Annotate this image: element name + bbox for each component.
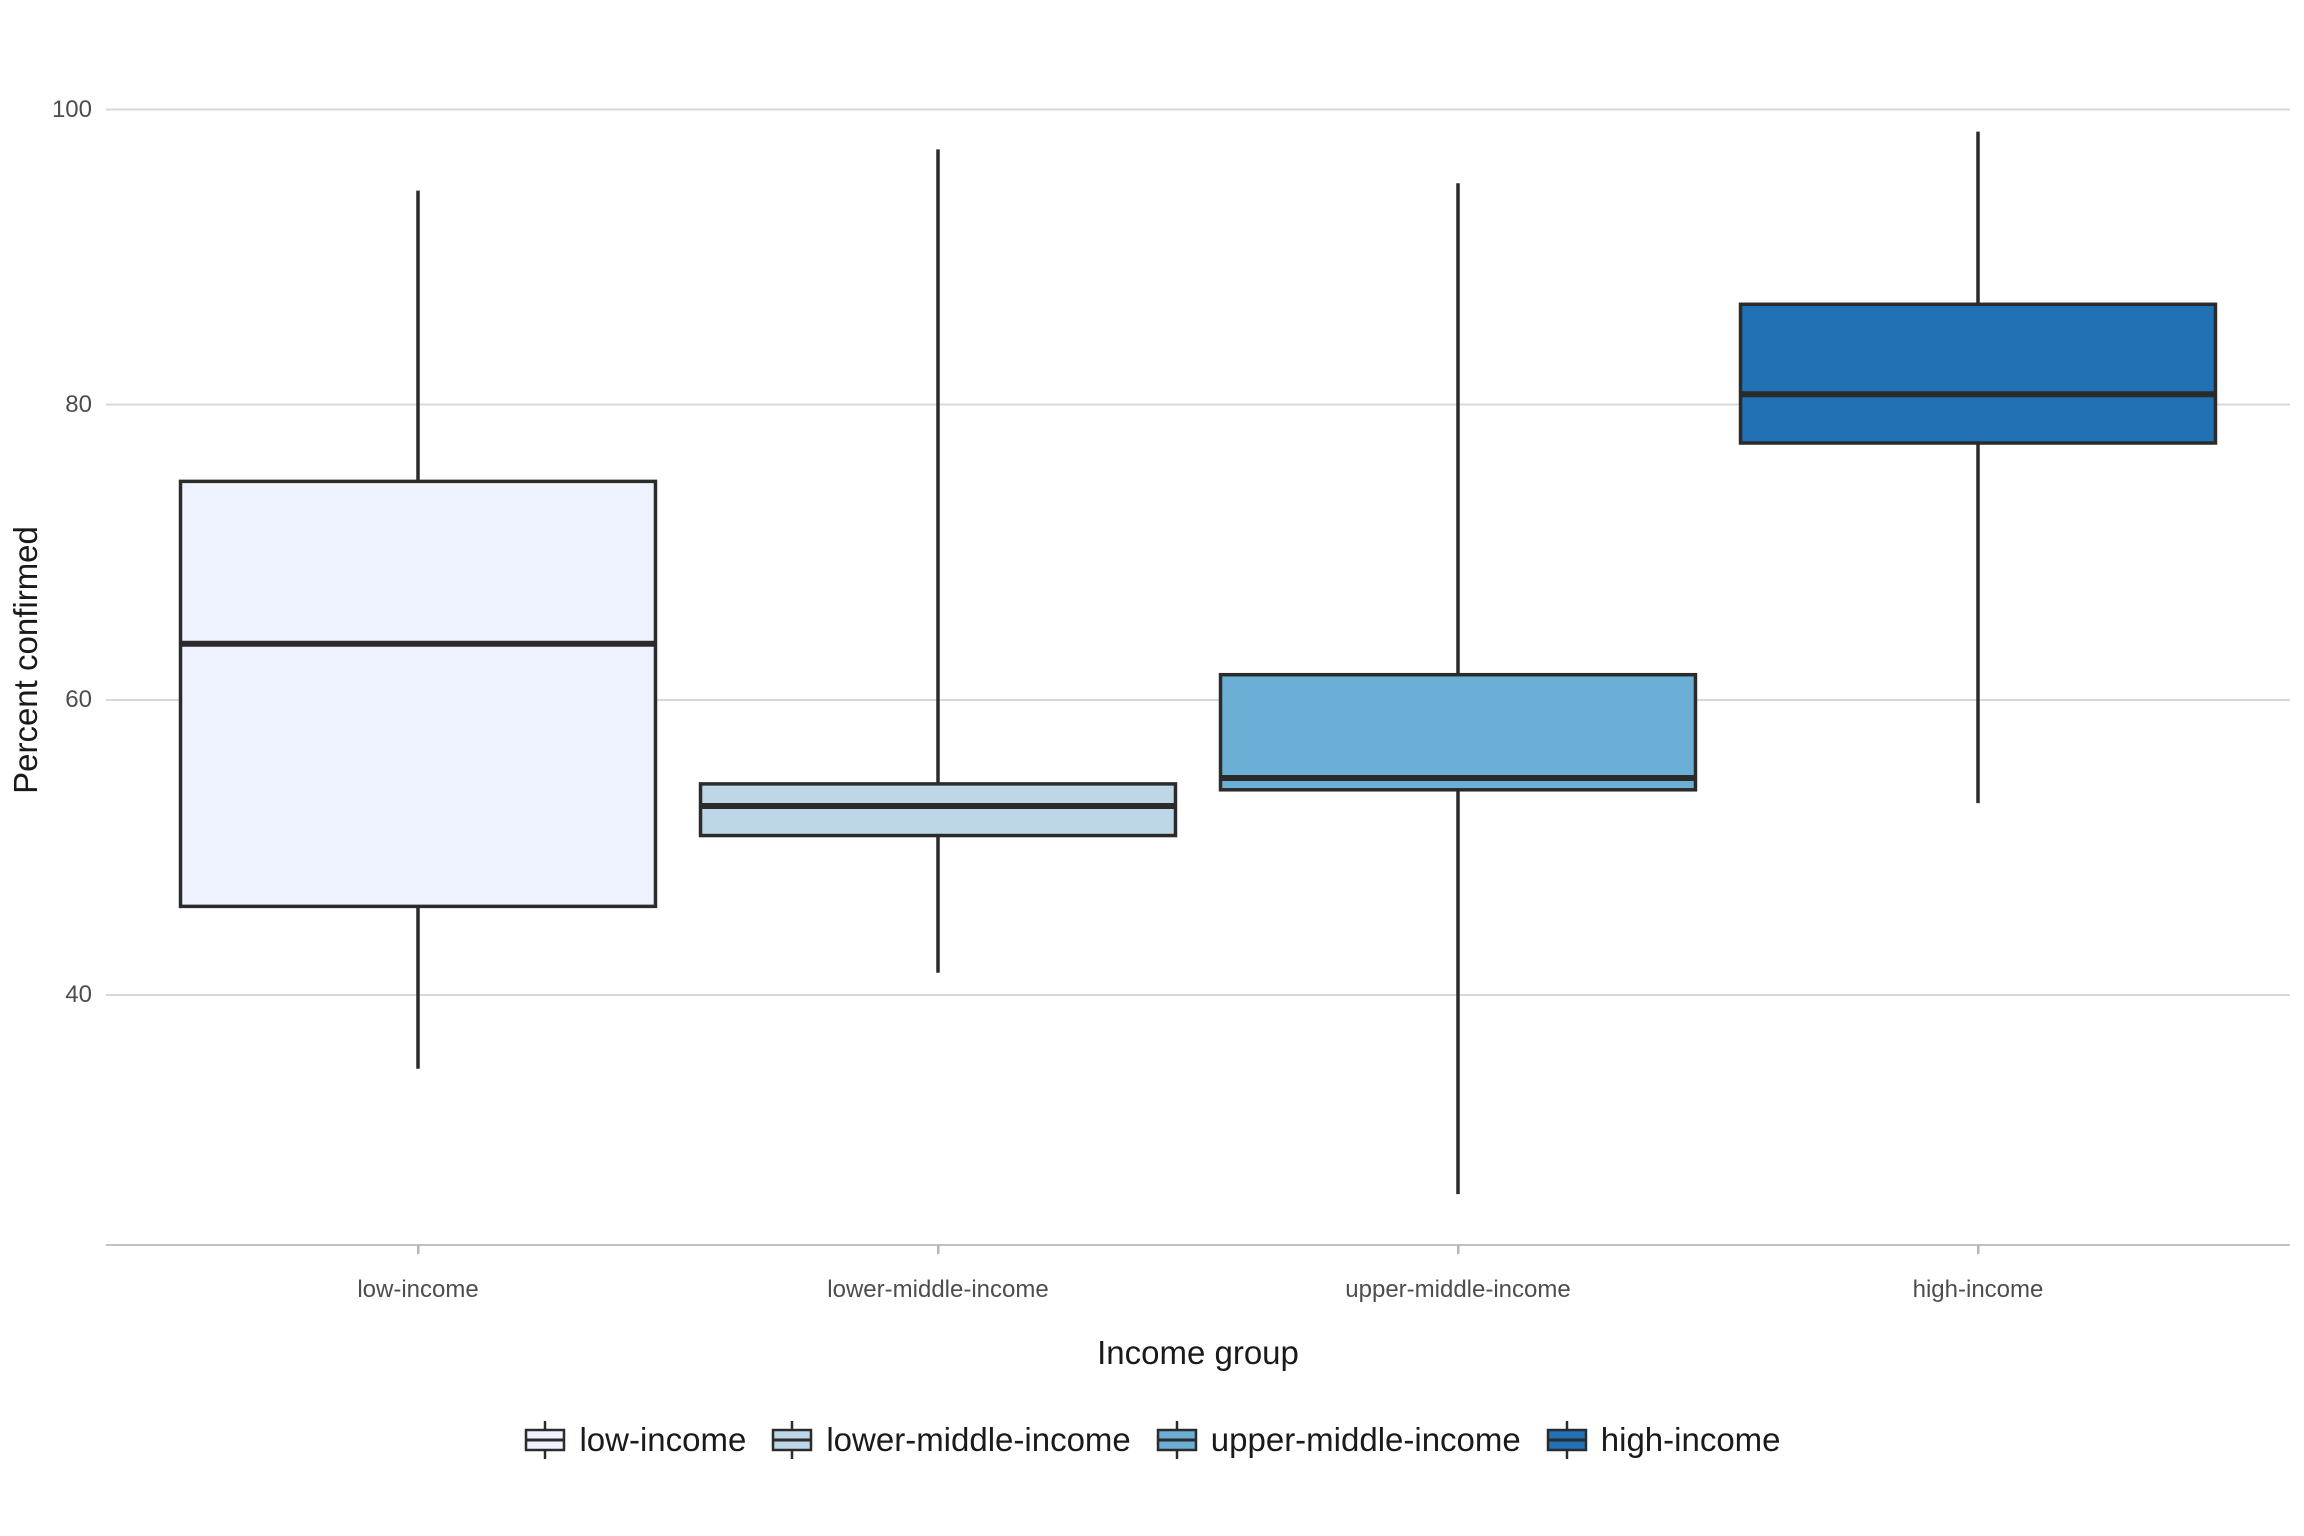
x-category-label-low-income: low-income — [357, 1276, 479, 1303]
y-tick-label-80: 80 — [65, 390, 92, 418]
legend-boxplot-glyph-low-income — [525, 1421, 566, 1459]
legend-label-lower-middle-income: lower-middle-income — [826, 1421, 1131, 1458]
y-tick-label-40: 40 — [65, 980, 92, 1008]
legend-item-high-income: high-income — [1545, 1418, 1781, 1462]
box-high-income — [1738, 302, 2218, 445]
legend-label-upper-middle-income: upper-middle-income — [1210, 1421, 1521, 1458]
legend-label-low-income: low-income — [579, 1421, 747, 1458]
x-axis-title: Income group — [1097, 1334, 1299, 1371]
legend-item-lower-middle-income: lower-middle-income — [770, 1418, 1131, 1462]
legend-item-low-income: low-income — [523, 1418, 746, 1462]
x-category-label-upper-middle-income: upper-middle-income — [1345, 1276, 1571, 1303]
box-upper-middle-income — [1218, 672, 1698, 792]
legend-item-upper-middle-income: upper-middle-income — [1155, 1418, 1521, 1462]
x-category-label-lower-middle-income: lower-middle-income — [827, 1276, 1049, 1303]
legend-boxplot-glyph-lower-middle-income — [772, 1421, 813, 1459]
box-low-income — [178, 479, 658, 909]
legend-boxplot-glyph-high-income — [1546, 1421, 1588, 1459]
x-category-label-high-income: high-income — [1912, 1276, 2044, 1303]
box-lower-middle-income — [698, 782, 1178, 838]
y-tick-label-100: 100 — [51, 95, 92, 123]
y-axis-title: Percent confirmed — [7, 526, 44, 794]
legend-boxplot-glyph-upper-middle-income — [1156, 1421, 1198, 1459]
legend: low-income lower-middle-income upper-middl… — [0, 1412, 2304, 1468]
legend-label-high-income: high-income — [1600, 1421, 1781, 1458]
y-tick-label-60: 60 — [65, 685, 92, 713]
